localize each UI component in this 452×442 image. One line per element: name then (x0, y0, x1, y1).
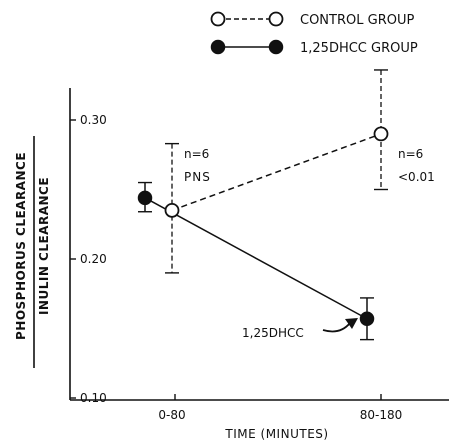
control-point-80-180 (373, 126, 389, 142)
annotation-dhcc-label: 1,25DHCC (242, 326, 304, 340)
annotation-arrow-head (345, 318, 358, 329)
control-point-0-80 (164, 202, 180, 218)
dhcc-point-80-180 (359, 311, 375, 327)
y-tick-label-0-20: 0.20 (80, 252, 107, 266)
legend-dhcc-label: 1,25DHCC GROUP (300, 41, 418, 56)
y-axis-ticks: 0.10 0.20 0.30 (70, 113, 107, 405)
control-series-line (171, 133, 382, 212)
legend: CONTROL GROUP 1,25DHCC GROUP (210, 11, 418, 56)
y-axis-label-numerator: PHOSPHORUS CLEARANCE (14, 152, 28, 340)
data-points (137, 126, 389, 327)
legend-control-marker-left (210, 11, 226, 27)
dhcc-series-line (144, 197, 368, 320)
annotation-n6-left: n=6 (184, 147, 209, 161)
x-tick-label-0-80: 0-80 (158, 408, 185, 422)
annotation-arrow-shaft (322, 322, 351, 333)
annotation-p-value: <0.01 (398, 170, 435, 184)
axes (69, 88, 449, 401)
y-tick-label-0-10: 0.10 (80, 391, 107, 405)
legend-dhcc-marker-left (210, 39, 226, 55)
series-lines (144, 133, 382, 320)
legend-dhcc-marker-right (268, 39, 284, 55)
legend-control-marker-right (268, 11, 284, 27)
annotation-arrow (322, 318, 358, 333)
x-axis-label: TIME (MINUTES) (224, 427, 328, 441)
annotation-pns: PNS (184, 170, 211, 184)
y-axis-label: PHOSPHORUS CLEARANCE INULIN CLEARANCE (14, 136, 51, 368)
dhcc-point-0-80 (137, 190, 153, 206)
y-tick-label-0-30: 0.30 (80, 113, 107, 127)
annotations: n=6 PNS n=6 <0.01 1,25DHCC (184, 147, 435, 340)
x-axis-ticks: 0-80 80-180 (158, 394, 402, 422)
legend-control-label: CONTROL GROUP (300, 13, 414, 28)
x-tick-label-80-180: 80-180 (360, 408, 403, 422)
y-axis-label-denominator: INULIN CLEARANCE (37, 177, 51, 315)
legend-item-control: CONTROL GROUP (210, 11, 414, 28)
legend-item-dhcc: 1,25DHCC GROUP (210, 39, 418, 56)
annotation-n6-right: n=6 (398, 147, 423, 161)
